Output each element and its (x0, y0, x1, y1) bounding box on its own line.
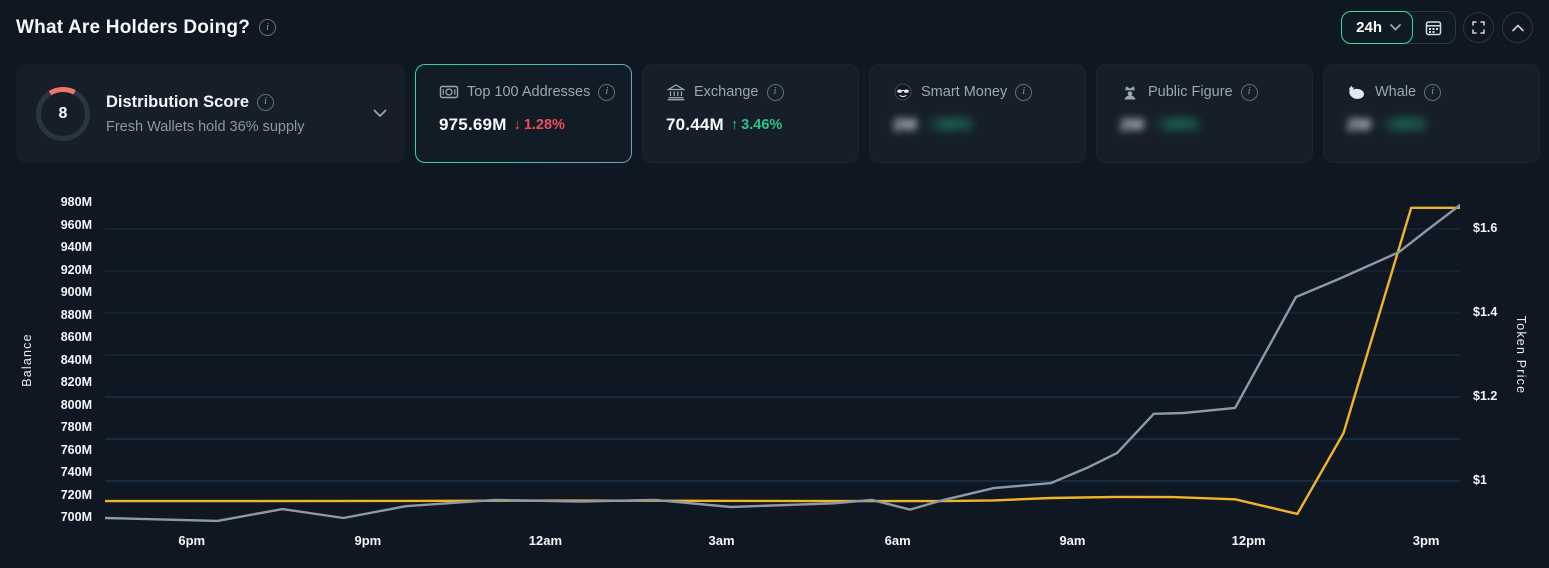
x-axis-tick: 12am (528, 533, 562, 548)
metric-change: ↑ 3.46% (730, 117, 783, 133)
distribution-score-value: 8 (58, 104, 68, 122)
y-axis-tick-left: 900M (60, 285, 92, 299)
x-axis-tick: 9am (1059, 533, 1086, 548)
bank-icon (666, 82, 686, 102)
chevron-up-icon (1511, 23, 1524, 31)
y-axis-tick-left: 840M (60, 352, 92, 367)
distribution-score-gauge: 8 (36, 86, 90, 141)
y-axis-tick-left: 920M (60, 262, 92, 277)
metric-label: Top 100 Addresses (467, 84, 591, 100)
y-axis-tick-left: 700M (60, 510, 92, 524)
metric-change-masked: ↑ 100% (1378, 117, 1426, 133)
metric-info-icon[interactable] (1424, 83, 1442, 101)
distribution-info-icon[interactable] (257, 93, 275, 111)
y-axis-tick-left: 780M (60, 420, 92, 434)
card-top-100-addresses[interactable]: Top 100 Addresses 975.69M ↓1.28% (415, 64, 632, 163)
card-public-figure[interactable]: Public Figure 2M ↑100% (1096, 64, 1313, 163)
metric-change: ↓ 1.28% (513, 117, 565, 133)
collapse-button[interactable] (1502, 12, 1533, 43)
distribution-score-title: Distribution Score (106, 92, 250, 111)
series-balance-line (105, 206, 1460, 516)
metric-info-icon[interactable] (1240, 83, 1258, 101)
title-info-icon[interactable] (259, 19, 277, 36)
summary-cards-row: 8 Distribution Score Fresh Wallets hold … (16, 64, 1540, 163)
metric-value: 70.44M (666, 115, 724, 134)
y-axis-tick-left: 940M (60, 240, 92, 254)
metric-label: Public Figure (1148, 84, 1233, 100)
metric-info-icon[interactable] (598, 83, 616, 101)
widget-header: What Are Holders Doing? 24h (0, 0, 1549, 55)
calendar-icon (1425, 21, 1442, 36)
x-axis-tick: 6am (884, 533, 911, 548)
y-axis-tick-left: 960M (60, 217, 92, 232)
x-axis-tick: 12pm (1231, 533, 1266, 548)
y-axis-tick-left: 880M (60, 307, 92, 322)
metric-value-masked: 2M (893, 115, 918, 134)
crown-person-icon (1120, 82, 1140, 102)
y-axis-tick-left: 820M (60, 375, 92, 389)
metric-info-icon[interactable] (766, 83, 784, 101)
card-smart-money[interactable]: Smart Money 2M ↑100% (869, 64, 1086, 163)
header-controls: 24h (1341, 11, 1533, 44)
distribution-subtitle: Fresh Wallets hold 36% supply (106, 118, 305, 135)
y-axis-label-token-price: Token Price (1514, 315, 1528, 395)
y-axis-tick-right: $1.4 (1473, 305, 1498, 319)
down-arrow-icon: ↓ (513, 117, 521, 133)
fullscreen-icon (1472, 21, 1485, 34)
chevron-down-icon (373, 109, 387, 118)
up-arrow-icon: ↑ (1378, 117, 1386, 133)
y-axis-tick-left: 800M (60, 397, 92, 412)
series-price-line (105, 203, 1460, 523)
y-axis-tick-left: 860M (60, 330, 92, 344)
holders-chart: Balance Token Price 980M 960M 940M 920M 900M… (0, 190, 1549, 568)
chevron-down-icon (1390, 24, 1401, 31)
y-axis-tick-right: $1.6 (1473, 221, 1498, 235)
banknote-icon (439, 82, 459, 102)
up-arrow-icon: ↑ (730, 117, 739, 133)
sunglasses-face-icon (893, 82, 913, 102)
card-whale[interactable]: Whale 2M ↑100% (1323, 64, 1540, 163)
fullscreen-button[interactable] (1463, 12, 1494, 43)
timeframe-group: 24h (1341, 11, 1456, 44)
card-exchange[interactable]: Exchange 70.44M ↑3.46% (642, 64, 859, 163)
page-title: What Are Holders Doing? (16, 16, 251, 38)
distribution-score-card: 8 Distribution Score Fresh Wallets hold … (16, 64, 405, 163)
y-axis-tick-left: 740M (60, 465, 92, 479)
x-axis-tick: 9pm (354, 533, 382, 548)
metric-value-masked: 2M (1120, 115, 1145, 134)
metric-change-masked: ↑ 100% (1151, 117, 1199, 133)
timeframe-value: 24h (1356, 19, 1382, 36)
y-axis-tick-right: $1 (1473, 473, 1487, 487)
y-axis-tick-left: 720M (60, 487, 92, 502)
x-axis-tick: 3pm (1412, 533, 1440, 548)
x-axis-tick: 6pm (178, 533, 206, 548)
x-axis-tick: 3am (708, 533, 735, 548)
y-axis-tick-left: 760M (60, 442, 92, 457)
metric-change-masked: ↑ 100% (924, 117, 972, 133)
metric-label: Exchange (694, 84, 759, 100)
metric-value-masked: 2M (1347, 115, 1372, 134)
distribution-expand-chevron[interactable] (373, 109, 387, 118)
up-arrow-icon: ↑ (924, 117, 932, 133)
metric-info-icon[interactable] (1015, 83, 1033, 101)
y-axis-tick-left: 980M (60, 195, 92, 209)
chart-plot-area[interactable] (105, 190, 1460, 530)
y-axis-tick-right: $1.2 (1473, 389, 1498, 403)
timeframe-dropdown[interactable]: 24h (1341, 11, 1413, 44)
whale-icon (1347, 82, 1367, 102)
up-arrow-icon: ↑ (1151, 117, 1159, 133)
metric-value: 975.69M (439, 115, 507, 134)
metric-label: Smart Money (921, 84, 1008, 100)
calendar-button[interactable] (1412, 12, 1455, 43)
metric-label: Whale (1375, 84, 1417, 100)
